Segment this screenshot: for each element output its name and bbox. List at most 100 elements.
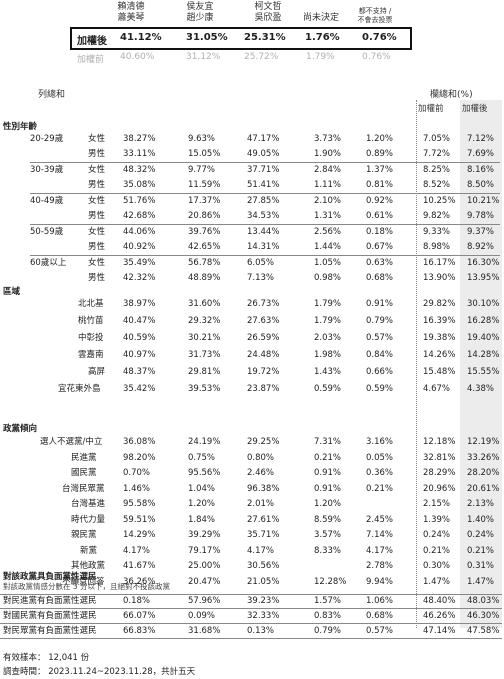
col-total-before: 0.24%: [423, 530, 451, 540]
col-total-after: 2.13%: [467, 499, 495, 509]
cell-value: 42.32%: [123, 273, 156, 283]
party-row: 新黨 4.17% 79.17% 4.17% 8.33% 4.17% 0.21% 0.21%: [0, 545, 504, 558]
cell-value: 1.46%: [123, 483, 151, 494]
row-sex-label: 女性: [88, 258, 106, 268]
cell-value: 1.05%: [314, 258, 342, 268]
age-row: 男性 35.08% 11.59% 51.41% 1.11% 0.81% 8.52% 8.50%: [0, 179, 504, 192]
row-label: 時代力量: [71, 514, 106, 525]
cell-value: 27.61%: [247, 514, 280, 525]
cell-value: 35.49%: [123, 258, 156, 268]
cell-value: 37.71%: [247, 165, 280, 175]
cell-value: 0.89%: [366, 149, 394, 159]
unweighted-value-4: 1.79%: [306, 52, 335, 62]
cell-value: 47.17%: [247, 134, 280, 144]
cell-value: 35.08%: [123, 180, 156, 190]
col-total-after: 16.28%: [467, 316, 500, 326]
candidate-header-4: 尚未決定: [302, 13, 339, 23]
negative-note: 對該政黨情感分數在 3 分以下，且絕對不投該政黨: [3, 582, 171, 591]
row-label: 對民眾黨有負面黨性選民: [3, 626, 97, 636]
section-negative: 對該政黨具負面黨性選民: [3, 572, 97, 582]
cell-value: 20.86%: [188, 211, 221, 221]
region-row: 中彰投 40.59% 30.21% 26.59% 2.03% 0.57% 19.38% 19.…: [0, 332, 504, 345]
cell-value: 9.63%: [188, 134, 216, 144]
cell-value: 9.94%: [366, 576, 394, 587]
cell-value: 2.10%: [314, 196, 342, 206]
weighted-value-3: 25.31%: [244, 32, 286, 43]
cell-value: 33.11%: [123, 149, 156, 159]
row-label: 對國民黨有負面黨性選民: [3, 611, 97, 621]
negative-row: 對國民黨有負面黨性選民 66.07% 0.09% 32.33% 0.83% 0.68% 46…: [0, 610, 504, 623]
cell-value: 0.18%: [123, 596, 151, 606]
cell-value: 2.03%: [314, 333, 342, 343]
cell-value: 24.48%: [247, 350, 280, 360]
cell-value: 36.08%: [123, 437, 156, 447]
row-sex-label: 男性: [88, 242, 106, 252]
row-label: 20-29歲: [30, 134, 64, 144]
cell-value: 1.20%: [314, 499, 342, 509]
cell-value: 31.60%: [188, 299, 221, 309]
cell-value: 30.56%: [247, 561, 280, 571]
row-label: 中彰投: [78, 333, 104, 343]
row-label: 50-59歲: [30, 227, 64, 237]
col-total-before: 8.98%: [423, 242, 451, 252]
col-total-after: 20.61%: [467, 483, 500, 494]
cell-value: 1.84%: [188, 514, 216, 525]
row-label: 國民黨: [71, 468, 97, 478]
cell-value: 39.76%: [188, 227, 221, 237]
row-label: 60歲以上: [30, 258, 67, 268]
region-row: 雲嘉南 40.97% 31.73% 24.48% 1.98% 0.84% 14.26% 14.…: [0, 349, 504, 362]
cell-value: 0.79%: [366, 316, 394, 326]
cell-value: 7.31%: [314, 437, 342, 447]
cell-value: 0.75%: [188, 452, 216, 463]
row-separator: [30, 255, 500, 256]
col-total-before: 1.39%: [423, 514, 451, 525]
cell-value: 1.57%: [314, 596, 342, 606]
col-total-after: 7.69%: [467, 149, 495, 159]
row-label: 雲嘉南: [78, 350, 104, 360]
negative-row: 對民眾黨有負面黨性選民 66.83% 31.68% 0.13% 0.79% 0.57% 47…: [0, 625, 504, 638]
cell-value: 3.16%: [366, 437, 394, 447]
cell-value: 40.47%: [123, 316, 156, 326]
cell-value: 0.59%: [314, 384, 342, 394]
col-total-after: 0.21%: [467, 545, 495, 556]
cell-value: 1.79%: [314, 316, 342, 326]
cell-value: 3.73%: [314, 134, 342, 144]
cell-value: 20.47%: [188, 576, 221, 587]
cell-value: 29.32%: [188, 316, 221, 326]
cell-value: 0.91%: [314, 483, 342, 494]
col-total-after: 8.50%: [467, 180, 495, 190]
cell-value: 39.53%: [188, 384, 221, 394]
age-row: 50-59歲 女性 44.06% 39.76% 13.44% 2.56% 0.18% 9.33…: [0, 226, 504, 239]
candidate-header-3: 柯文哲 吳欣盈: [254, 2, 282, 23]
col-total-before: 13.90%: [423, 273, 456, 283]
col-total-before: 16.39%: [423, 316, 456, 326]
weighted-value-1: 41.12%: [120, 32, 162, 43]
col-after-header: 加權後: [462, 104, 488, 114]
cell-value: 51.41%: [247, 180, 280, 190]
cell-value: 57.96%: [188, 596, 221, 606]
cell-value: 1.31%: [314, 211, 342, 221]
cell-value: 35.42%: [123, 384, 156, 394]
region-row: 宜花東外島 35.42% 39.53% 23.87% 0.59% 0.59% 4.67% 4.…: [0, 383, 504, 396]
col-total-before: 29.82%: [423, 299, 456, 309]
col-total-after: 8.16%: [467, 165, 495, 175]
party-row: 時代力量 59.51% 1.84% 27.61% 8.59% 2.45% 1.39% 1.40…: [0, 514, 504, 527]
cell-value: 79.17%: [188, 545, 221, 556]
party-row: 國民黨 0.70% 95.56% 2.46% 0.91% 0.36% 28.29% 28.20…: [0, 467, 504, 480]
cell-value: 23.87%: [247, 384, 280, 394]
cell-value: 24.19%: [188, 437, 221, 447]
col-before-header: 加權前: [418, 104, 444, 114]
cell-value: 0.36%: [366, 468, 394, 478]
cell-value: 1.43%: [314, 367, 342, 377]
cell-value: 0.63%: [366, 258, 394, 268]
cell-value: 4.17%: [247, 545, 275, 556]
cell-value: 1.20%: [188, 499, 216, 509]
col-total-before: 1.47%: [423, 576, 451, 587]
cell-value: 29.25%: [247, 437, 280, 447]
age-row: 男性 42.32% 48.89% 7.13% 0.98% 0.68% 13.90% 13.95…: [0, 272, 504, 285]
weighted-value-2: 31.05%: [186, 32, 228, 43]
age-row: 60歲以上 女性 35.49% 56.78% 6.05% 1.05% 0.63% 16.17%…: [0, 257, 504, 270]
cell-value: 0.92%: [366, 196, 394, 206]
row-label: 台灣基進: [71, 499, 106, 509]
unweighted-value-3: 25.72%: [244, 52, 279, 62]
